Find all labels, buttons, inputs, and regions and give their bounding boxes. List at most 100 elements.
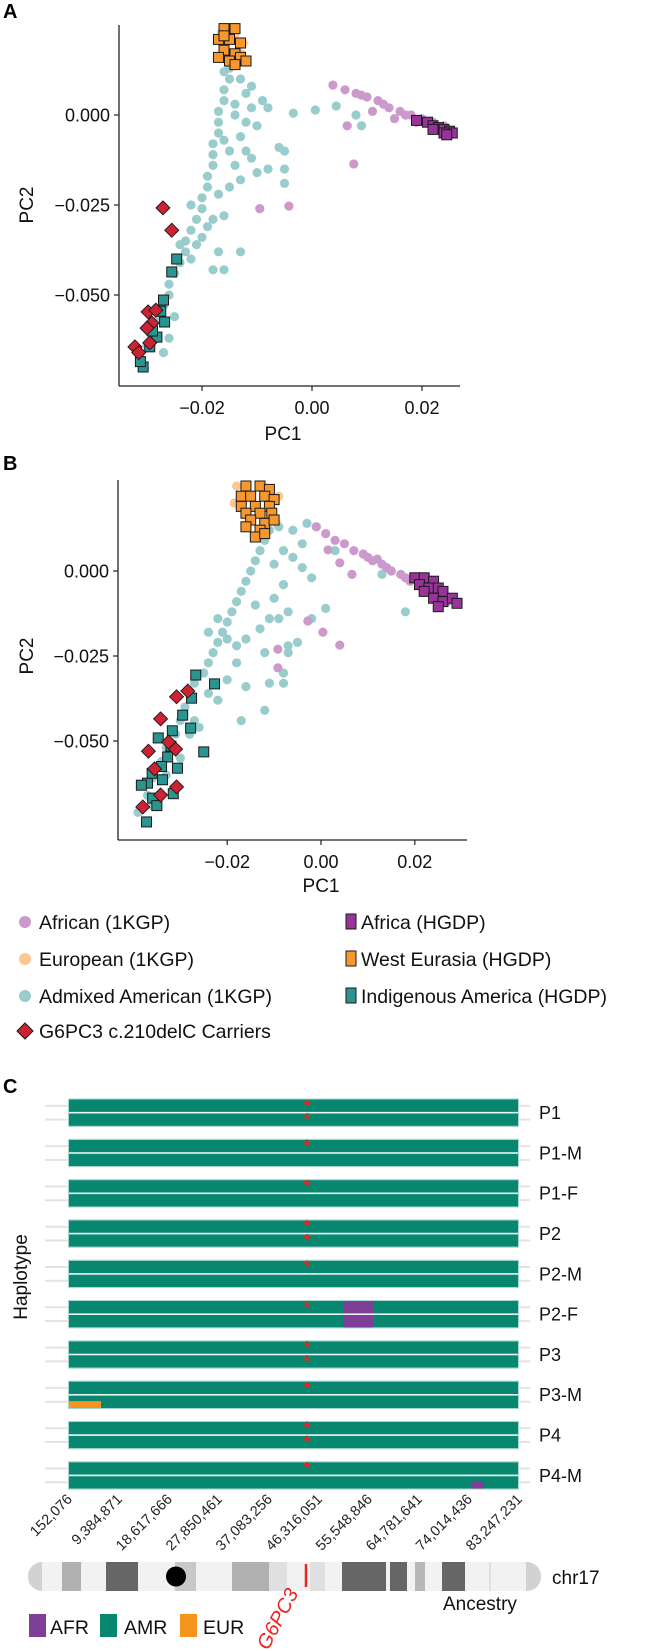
data-point	[152, 787, 169, 803]
haplotype-bar	[69, 1355, 518, 1368]
x-tick-label: −0.02	[179, 398, 225, 418]
chromosome-band	[415, 1562, 425, 1591]
data-point	[175, 240, 185, 250]
ancestry-swatch-icon	[100, 1614, 117, 1637]
sample-label: P3	[539, 1345, 561, 1365]
data-point	[268, 514, 280, 526]
data-point	[278, 678, 289, 688]
haplotype-outline	[68, 1420, 519, 1450]
variant-star-icon: *	[304, 1351, 311, 1370]
data-point	[224, 146, 235, 156]
data-point	[142, 335, 158, 351]
data-point	[252, 121, 262, 131]
data-point	[227, 607, 237, 617]
data-point	[330, 535, 340, 546]
data-point	[349, 159, 359, 169]
data-point	[236, 716, 246, 726]
data-point	[190, 669, 202, 681]
data-point	[274, 614, 284, 624]
haplotype-outline	[68, 1300, 519, 1329]
data-point	[191, 240, 202, 250]
data-point	[246, 566, 256, 576]
haplotype-row: * P2-F	[45, 1297, 578, 1329]
data-point	[283, 641, 293, 651]
variant-star-icon: *	[304, 1432, 311, 1451]
ancestry-segment-afr	[471, 1481, 484, 1489]
data-point	[180, 247, 191, 257]
square-marker-icon	[345, 950, 357, 967]
data-point	[203, 688, 214, 699]
data-point	[152, 732, 164, 744]
data-point	[231, 658, 242, 668]
data-point	[240, 480, 252, 492]
data-point	[219, 135, 229, 145]
data-point	[197, 193, 207, 203]
data-point	[231, 641, 242, 651]
haplotype-outline	[68, 1461, 519, 1490]
data-point	[283, 648, 293, 658]
data-point	[222, 634, 232, 644]
series-admixed-american-1kgp	[133, 518, 411, 818]
data-point	[186, 225, 196, 235]
haplotype-bar	[69, 1421, 518, 1435]
data-point	[279, 146, 290, 156]
data-point	[340, 85, 350, 95]
data-point	[230, 99, 240, 109]
haplotype-row: ** P3	[45, 1338, 561, 1370]
data-point	[213, 189, 224, 199]
data-point	[386, 566, 396, 576]
haplotype-bar	[69, 1395, 518, 1408]
haplotype-bar	[69, 1381, 518, 1395]
haplotype-bar	[69, 1341, 518, 1354]
gene-label: G6PC3	[253, 1585, 303, 1651]
data-point	[321, 529, 331, 539]
data-point	[246, 153, 257, 163]
data-point	[278, 580, 289, 590]
ancestry-legend-title: Ancestry	[443, 1594, 517, 1615]
data-point	[255, 624, 265, 634]
ancestry-legend-label: AFR	[50, 1617, 89, 1639]
data-point	[177, 709, 189, 721]
chromosome-band	[62, 1562, 81, 1591]
data-point	[151, 800, 163, 812]
variant-star-icon: *	[304, 1459, 311, 1478]
centromere-icon	[166, 1566, 186, 1587]
points-b	[133, 480, 463, 828]
data-point	[208, 139, 218, 149]
haplotype-row: * P1-F	[45, 1176, 578, 1208]
legend-label: Africa (HGDP)	[361, 912, 486, 934]
data-point	[213, 614, 223, 624]
data-point	[432, 601, 444, 613]
sample-label: P3-M	[539, 1385, 582, 1405]
data-point	[335, 640, 345, 650]
sample-label: P4	[539, 1426, 561, 1446]
data-point	[229, 23, 241, 35]
data-point	[259, 528, 271, 540]
haplotype-bar	[69, 1220, 518, 1233]
data-point	[255, 546, 265, 556]
data-point	[208, 648, 218, 658]
data-point	[236, 586, 246, 597]
data-point	[231, 597, 242, 607]
data-point	[235, 247, 246, 257]
sample-label: P2-F	[539, 1305, 578, 1325]
data-point	[213, 51, 224, 63]
data-point	[260, 705, 270, 716]
data-point	[186, 200, 196, 210]
data-point	[217, 627, 228, 637]
data-point	[208, 150, 218, 160]
x-tick-label: −0.02	[204, 852, 250, 872]
data-point	[235, 74, 246, 84]
chromosome-band	[232, 1562, 269, 1591]
data-point	[148, 302, 164, 318]
data-point	[158, 294, 169, 306]
data-point	[203, 658, 214, 668]
data-point	[451, 597, 463, 609]
data-point	[241, 117, 251, 127]
data-point	[235, 175, 246, 185]
x-tick-label: 0.00	[303, 852, 338, 872]
data-point	[241, 576, 251, 586]
position-tick-label: 152,076	[27, 1492, 75, 1540]
data-point	[255, 204, 265, 214]
data-point	[245, 490, 257, 502]
